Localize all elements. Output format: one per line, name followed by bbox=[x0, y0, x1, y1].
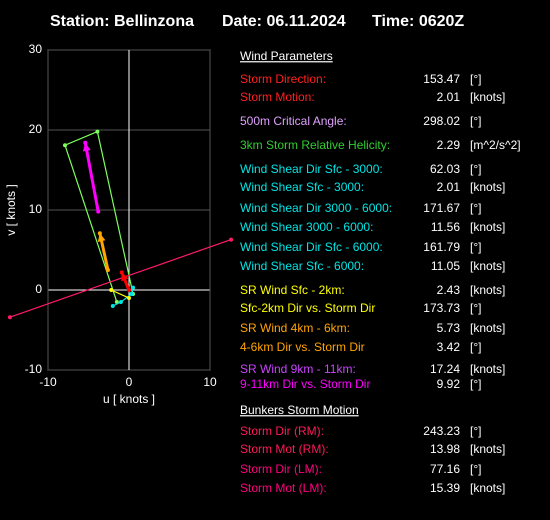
row-unit: [°] bbox=[470, 424, 481, 438]
row-value: 243.23 bbox=[423, 424, 460, 438]
row-unit: [°] bbox=[470, 462, 481, 476]
hodograph-point bbox=[229, 237, 234, 242]
y-axis-label: v [ knots ] bbox=[4, 184, 18, 235]
hodograph-line bbox=[9, 239, 232, 318]
row-unit: [knots] bbox=[470, 442, 505, 456]
row-label: Wind Shear Sfc - 3000: bbox=[240, 180, 364, 194]
x-axis-label: u [ knots ] bbox=[103, 392, 155, 406]
x-tick-label: -10 bbox=[39, 375, 57, 389]
row-unit: [knots] bbox=[470, 259, 505, 273]
hodograph-point bbox=[129, 292, 134, 296]
row-label: Storm Mot (RM): bbox=[240, 442, 329, 456]
row-value: 173.73 bbox=[423, 301, 460, 315]
row-unit: [knots] bbox=[470, 90, 505, 104]
row-unit: [knots] bbox=[470, 283, 505, 297]
hodograph-point bbox=[96, 209, 101, 214]
row-value: 15.39 bbox=[430, 481, 460, 495]
y-tick-label: 0 bbox=[35, 282, 42, 296]
row-unit: [°] bbox=[470, 240, 481, 254]
row-label: 3km Storm Relative Helicity: bbox=[240, 138, 390, 152]
y-tick-label: 30 bbox=[29, 42, 43, 56]
row-value: 161.79 bbox=[423, 240, 460, 254]
row-unit: [°] bbox=[470, 72, 481, 86]
row-label: Storm Motion: bbox=[240, 90, 315, 104]
arrow-head bbox=[121, 272, 129, 282]
row-label: Wind Shear Dir 3000 - 6000: bbox=[240, 201, 392, 215]
hodograph-point bbox=[131, 285, 136, 290]
section-title: Bunkers Storm Motion bbox=[240, 403, 359, 417]
row-unit: [m^2/s^2] bbox=[470, 138, 521, 152]
row-value: 2.01 bbox=[437, 180, 461, 194]
hodograph-line bbox=[64, 130, 134, 303]
row-value: 3.42 bbox=[437, 340, 461, 354]
row-value: 171.67 bbox=[423, 201, 460, 215]
row-unit: [°] bbox=[470, 201, 481, 215]
row-label: Wind Shear Dir Sfc - 6000: bbox=[240, 240, 383, 254]
x-tick-label: 0 bbox=[126, 375, 133, 389]
hodograph-point bbox=[95, 129, 100, 134]
row-unit: [°] bbox=[470, 377, 481, 391]
row-label: Sfc-2km Dir vs. Storm Dir bbox=[240, 301, 375, 315]
row-unit: [knots] bbox=[470, 481, 505, 495]
row-unit: [knots] bbox=[470, 362, 505, 376]
section-title: Wind Parameters bbox=[240, 49, 333, 63]
hodograph-line bbox=[110, 289, 130, 299]
hodograph-point bbox=[110, 304, 115, 308]
row-value: 9.92 bbox=[437, 377, 461, 391]
row-value: 62.03 bbox=[430, 162, 460, 176]
row-label: Wind Shear Dir Sfc - 3000: bbox=[240, 162, 383, 176]
row-value: 77.16 bbox=[430, 462, 460, 476]
y-tick-label: 10 bbox=[29, 202, 43, 216]
hodograph-point bbox=[63, 143, 68, 148]
hodograph-point bbox=[7, 315, 12, 320]
row-unit: [knots] bbox=[470, 180, 505, 194]
arrow-head bbox=[97, 233, 106, 242]
date: Date: 06.11.2024 bbox=[222, 13, 346, 30]
row-label: 4-6km Dir vs. Storm Dir bbox=[240, 340, 365, 354]
row-label: Storm Direction: bbox=[240, 72, 326, 86]
y-tick-label: 20 bbox=[29, 122, 43, 136]
row-unit: [°] bbox=[470, 114, 481, 128]
x-tick-label: 10 bbox=[203, 375, 217, 389]
row-unit: [°] bbox=[470, 301, 481, 315]
row-label: SR Wind 4km - 6km: bbox=[240, 321, 350, 335]
row-label: SR Wind Sfc - 2km: bbox=[240, 283, 345, 297]
time: Time: 0620Z bbox=[372, 13, 464, 30]
row-unit: [knots] bbox=[470, 220, 505, 234]
row-value: 2.29 bbox=[437, 138, 461, 152]
hodograph-point bbox=[109, 288, 114, 292]
row-unit: [°] bbox=[470, 340, 481, 354]
row-label: SR Wind 9km - 11km: bbox=[240, 362, 356, 376]
row-label: Wind Shear 3000 - 6000: bbox=[240, 220, 373, 234]
hodograph-line bbox=[112, 287, 134, 307]
hodograph-line bbox=[83, 142, 100, 212]
row-label: 500m Critical Angle: bbox=[240, 114, 347, 128]
y-tick-label: -10 bbox=[25, 362, 43, 376]
arrow-head bbox=[82, 142, 91, 152]
row-label: Storm Dir (LM): bbox=[240, 462, 322, 476]
row-label: 9-11km Dir vs. Storm Dir bbox=[240, 377, 370, 391]
station: Station: Bellinzona bbox=[50, 13, 194, 30]
row-value: 11.05 bbox=[431, 259, 460, 273]
row-value: 2.43 bbox=[437, 283, 461, 297]
row-unit: [°] bbox=[470, 162, 481, 176]
row-value: 17.24 bbox=[430, 362, 460, 376]
row-value: 2.01 bbox=[437, 90, 461, 104]
hodograph-point bbox=[118, 300, 123, 304]
hodograph-point bbox=[127, 296, 131, 300]
row-value: 298.02 bbox=[423, 114, 460, 128]
row-label: Storm Mot (LM): bbox=[240, 481, 327, 495]
row-value: 5.73 bbox=[437, 321, 461, 335]
row-label: Storm Dir (RM): bbox=[240, 424, 324, 438]
hodograph-point bbox=[105, 268, 110, 272]
row-label: Wind Shear Sfc - 6000: bbox=[240, 259, 364, 273]
row-value: 13.98 bbox=[430, 442, 460, 456]
row-value: 11.56 bbox=[431, 220, 460, 234]
row-value: 153.47 bbox=[423, 72, 460, 86]
row-unit: [knots] bbox=[470, 321, 505, 335]
hodograph-point bbox=[127, 288, 131, 292]
